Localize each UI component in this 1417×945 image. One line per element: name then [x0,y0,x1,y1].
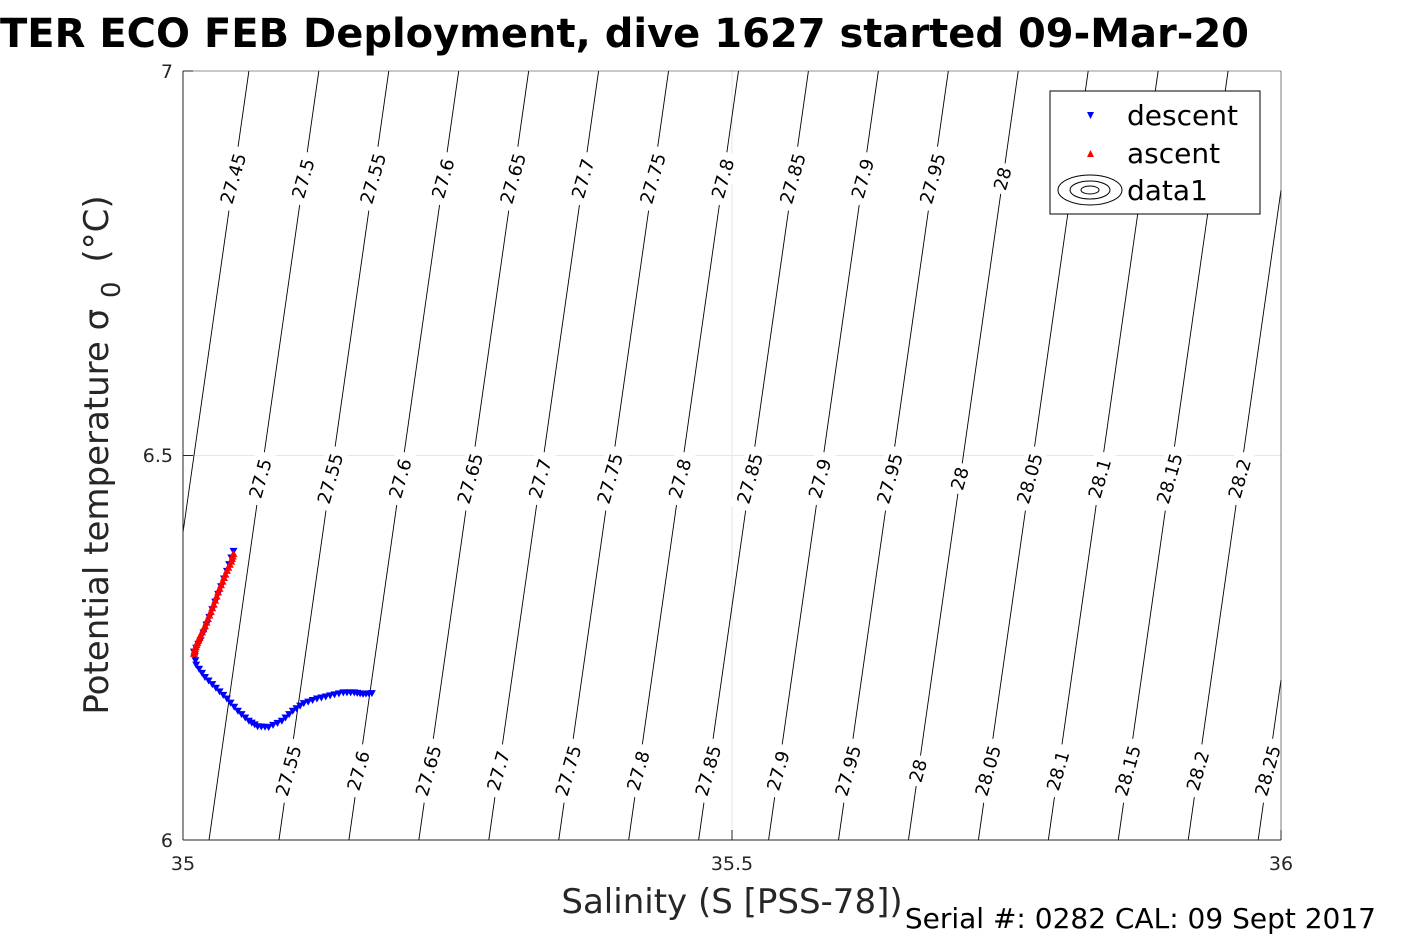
descent-point [192,661,201,669]
descent-point [292,705,301,713]
legend: descent ascent data1 [1049,90,1261,215]
x-tick-label: 35 [171,853,195,875]
descent-point [277,717,286,725]
isopycnal-label-bg [1149,444,1189,513]
isopycnal-label-bg [661,449,698,507]
isopycnal-label-bg [424,149,461,207]
isopycnal-label-bg [1107,736,1147,805]
isopycnal-label: 28 [902,752,933,789]
y-tick-label: 6 [161,830,173,852]
descent-point [285,711,294,719]
isopycnal-label-bg [548,736,588,805]
isopycnal-line [908,70,1019,841]
y-axis-label-unit: (°C) [77,195,117,262]
legend-data1-label: data1 [1127,174,1208,207]
isopycnal-line [1187,190,1282,841]
y-tick-label: 7 [161,61,173,83]
descent-point [208,681,217,689]
isopycnal-label-bg [241,449,278,507]
isopycnal-label-bg [353,144,392,213]
descent-point [296,702,305,710]
isopycnal-label-bg [772,144,812,213]
descent-point [273,719,282,727]
chart-title: TER ECO FEB Deployment, dive 1627 starte… [0,11,1249,57]
isopycnal-label-bg [1221,449,1257,507]
isopycnal-label-bg [479,742,516,799]
isopycnal-label-bg [284,149,321,207]
isopycnal-label-bg [310,444,350,513]
descent-point [198,669,207,677]
isopycnal-label: 28.2 [1179,742,1215,799]
descent-point [191,657,200,665]
x-tick-label: 36 [1269,853,1293,875]
descent-point [222,695,231,703]
isopycnal-label-bg [1179,742,1215,799]
y-tick-label: 6.5 [143,445,173,467]
descent-point [308,697,317,705]
isopycnal-label-bg [339,742,376,799]
isopycnal-label-bg [521,449,558,507]
isopycnal-label-bg [869,444,909,513]
x-tick-label: 35.5 [711,853,753,875]
descent-point [195,665,204,673]
isopycnal-label-bg [1009,444,1049,513]
isopycnal-label: 27.9 [801,449,838,507]
isopycnal-label-bg [381,449,418,507]
descent-point [204,677,213,685]
isopycnal-label-bg [828,736,867,805]
isopycnal-label-bg [912,144,952,213]
isopycnal-label-bg [902,752,933,789]
descent-point [264,723,273,731]
y-axis-label-subscript: 0 [97,281,127,298]
isopycnal-label-bg [632,144,672,213]
descent-point [299,700,308,708]
descent-point [200,673,209,681]
y-axis-label: Potential temperature σ 0 (°C) [77,195,129,714]
descent-point [215,688,224,696]
isopycnal-label-bg [987,160,1017,197]
isopycnal-label-bg [408,736,448,805]
serial-cal-footer: Serial #: 0282 CAL: 09 Sept 2017 [905,902,1376,935]
svg-text:Potential temperature σ: Potential temperature σ 0 (°C) [77,195,129,714]
isopycnal-label-bg [704,149,740,207]
legend-contour-marker [1057,174,1123,206]
isopycnal-label-bg [619,742,656,799]
legend-ascent-label: ascent [1127,137,1220,170]
isopycnal-label-bg [564,149,601,207]
isopycnal-label-bg [1247,736,1287,805]
isopycnal-label-bg [268,736,308,805]
descent-point [211,684,220,692]
isopycnal-label-bg [1081,449,1117,507]
descent-point [230,703,239,711]
descent-point [304,698,313,706]
isopycnal-label-bg [801,449,838,507]
descent-point [219,691,228,699]
legend-descent-label: descent [1127,99,1238,132]
axis-ticks [182,70,1282,841]
descent-point [281,714,290,722]
descent-point [367,690,376,698]
descent-point [269,721,278,729]
descent-point [288,707,297,715]
isopycnal-label-bg [1039,742,1076,799]
data-series [189,547,376,731]
ascent-point [189,649,198,657]
isopycnal-label: 28 [987,160,1017,197]
isopycnal-label-bg [967,736,1007,805]
isopycnal-label-bg [729,444,769,513]
isopycnal-label-bg [450,444,489,513]
isopycnal-label-bg [844,149,880,207]
x-axis-label: Salinity (S [PSS-78]) [561,882,902,922]
isopycnal-label-bg [492,144,532,213]
descent-point [226,699,235,707]
isopycnal-label-bg [589,444,629,513]
y-axis-label-main: Potential temperature σ [77,309,117,715]
isopycnal-label-bg [213,144,252,213]
legend-ascent-marker [1087,150,1094,157]
isopycnal-label-bg [759,742,796,799]
legend-descent-marker [1087,112,1094,119]
isopycnal-label-bg [688,736,727,805]
isopycnal-label-bg [944,460,974,496]
